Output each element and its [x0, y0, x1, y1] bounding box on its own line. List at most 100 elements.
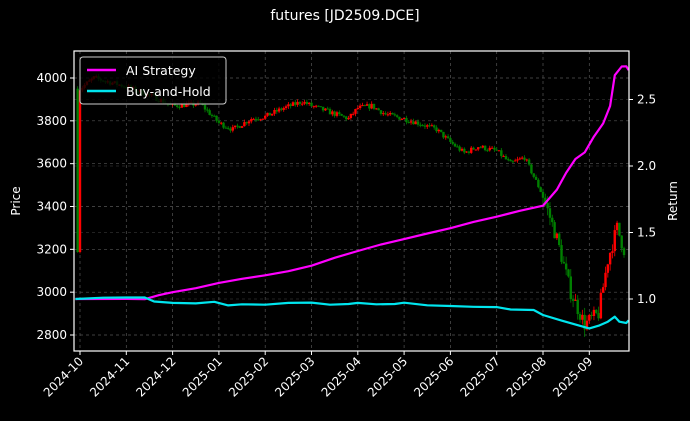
candle-body: [590, 314, 593, 316]
candle-body: [458, 146, 461, 151]
candle-body: [268, 112, 272, 116]
candle-body: [615, 222, 619, 231]
candle-body: [182, 103, 186, 108]
candle-body: [361, 105, 364, 107]
candle-body: [558, 233, 561, 246]
candle-body: [229, 128, 232, 131]
candle-body: [541, 191, 545, 198]
candle-body: [428, 125, 431, 127]
candle-body: [407, 122, 410, 124]
candle-body: [233, 125, 237, 128]
candle-body: [405, 117, 408, 123]
candle-body: [548, 208, 552, 218]
candle-body: [389, 113, 392, 115]
candle-body: [488, 147, 491, 151]
candle-body: [537, 179, 540, 188]
legend: AI Strategy Buy-and-Hold: [79, 56, 227, 105]
candle-body: [243, 122, 246, 127]
candle-body: [426, 125, 429, 127]
x-tick-label: 2025-01: [180, 354, 225, 399]
candle-body: [606, 264, 610, 273]
candle-body: [534, 176, 538, 180]
candle-body: [456, 146, 459, 148]
candle-body: [294, 102, 297, 105]
candle-body: [402, 117, 406, 119]
candle-body: [544, 197, 547, 203]
return-lines: [75, 65, 630, 330]
candle-body: [567, 269, 570, 277]
x-tick-label: 2025-05: [365, 354, 410, 399]
candle-body: [622, 248, 626, 256]
candle-body: [180, 103, 184, 108]
candle-body: [483, 145, 487, 151]
candle-body: [78, 90, 82, 253]
candle-body: [210, 114, 214, 116]
candle-body: [372, 103, 376, 109]
candle-body: [451, 141, 454, 144]
candle-body: [398, 116, 401, 120]
candlesticks: [76, 73, 626, 337]
candle-body: [588, 314, 591, 321]
candle-body: [284, 106, 288, 109]
candle-body: [502, 156, 505, 158]
candle-body: [449, 138, 452, 142]
candle-body: [282, 108, 285, 110]
candle-body: [437, 129, 441, 132]
candle-body: [224, 127, 228, 129]
candle-body: [414, 121, 417, 125]
candle-body: [481, 145, 485, 148]
candle-body: [571, 299, 575, 301]
candle-body: [432, 125, 436, 128]
x-tick-label: 2025-02: [226, 354, 271, 399]
x-tick-label: 2025-04: [319, 354, 364, 399]
candle-body: [493, 147, 496, 150]
candle-body: [435, 127, 438, 132]
candle-body: [298, 101, 302, 104]
candle-body: [539, 187, 542, 192]
candle-body: [592, 309, 596, 316]
candle-body: [608, 252, 612, 265]
candle-body: [217, 120, 221, 123]
candle-body: [215, 115, 218, 121]
candle-body: [307, 102, 311, 105]
candle-body: [507, 159, 510, 161]
candle-body: [76, 88, 79, 253]
candle-body: [226, 127, 230, 129]
candle-body: [351, 113, 355, 115]
candle-body: [546, 202, 549, 209]
y-tick-label: 3800: [36, 114, 67, 128]
candle-body: [597, 312, 600, 319]
candle-body: [289, 104, 292, 106]
candle-body: [375, 108, 378, 110]
x-tick-label: 2024-10: [41, 354, 86, 399]
candle-body: [222, 122, 225, 128]
candle-body: [595, 309, 598, 313]
candle-body: [444, 136, 447, 138]
candle-body: [345, 116, 348, 120]
candle-body: [358, 105, 362, 108]
candle-body: [370, 103, 373, 109]
candle-body: [333, 111, 336, 116]
series-line-ai-strategy: [75, 65, 630, 301]
candle-body: [553, 222, 556, 239]
candle-body: [287, 104, 290, 107]
candle-body: [266, 112, 269, 116]
candle-body: [335, 112, 339, 116]
candle-body: [270, 113, 274, 116]
candle-body: [509, 159, 512, 162]
y2-tick-label: 2.0: [637, 159, 656, 173]
candle-body: [247, 121, 251, 124]
candle-body: [497, 150, 501, 152]
candle-body: [254, 118, 258, 120]
candle-body: [620, 235, 623, 249]
candle-body: [340, 113, 343, 116]
candle-body: [245, 122, 248, 124]
candle-body: [583, 314, 586, 330]
candle-body: [395, 115, 399, 117]
candle-body: [257, 119, 260, 121]
candle-body: [423, 125, 427, 127]
candle-body: [301, 103, 304, 105]
candle-body: [220, 122, 223, 124]
candle-body: [470, 147, 473, 153]
candle-body: [520, 157, 524, 159]
